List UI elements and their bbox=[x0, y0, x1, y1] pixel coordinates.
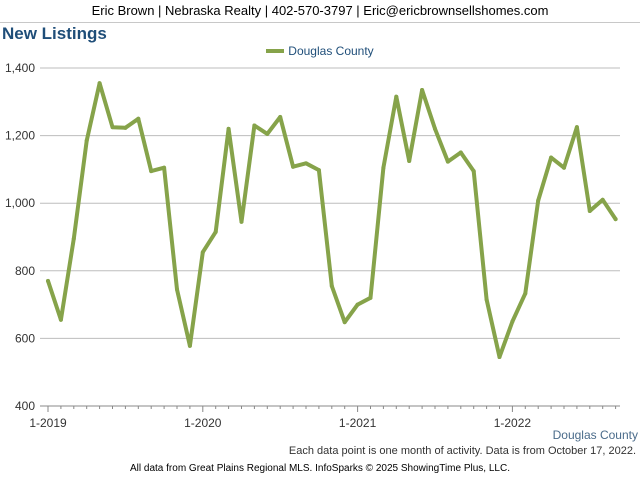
data-point bbox=[265, 131, 270, 136]
data-point bbox=[381, 165, 386, 170]
data-point bbox=[536, 198, 541, 203]
x-tick-label: 1-2020 bbox=[184, 416, 222, 430]
data-point bbox=[316, 168, 321, 173]
data-point bbox=[84, 138, 89, 143]
data-point bbox=[304, 161, 308, 166]
data-point bbox=[420, 87, 425, 92]
y-tick-label: 800 bbox=[15, 264, 35, 278]
y-tick-label: 1,200 bbox=[5, 129, 35, 143]
source-footer: All data from Great Plains Regional MLS.… bbox=[130, 463, 510, 474]
data-note: Each data point is one month of activity… bbox=[288, 445, 636, 457]
data-point bbox=[433, 126, 437, 131]
data-point bbox=[497, 354, 502, 359]
data-point bbox=[187, 343, 192, 348]
data-point bbox=[46, 278, 50, 283]
data-point bbox=[342, 320, 347, 325]
contact-header: Eric Brown | Nebraska Realty | 402-570-3… bbox=[0, 0, 640, 23]
data-point bbox=[600, 197, 605, 202]
data-point bbox=[562, 165, 566, 170]
data-point bbox=[149, 169, 154, 174]
data-point bbox=[252, 123, 257, 128]
y-tick-label: 1,000 bbox=[5, 196, 35, 210]
x-tick-label: 1-2022 bbox=[494, 416, 532, 430]
data-point bbox=[175, 287, 179, 292]
chart-title: New Listings bbox=[2, 24, 107, 43]
data-point bbox=[329, 284, 334, 289]
chart-legend: Douglas County bbox=[0, 44, 640, 58]
data-point bbox=[471, 169, 476, 174]
series-line-douglas-county bbox=[46, 81, 618, 359]
data-point bbox=[291, 164, 296, 169]
data-point bbox=[58, 317, 63, 322]
data-point bbox=[226, 126, 231, 131]
data-point bbox=[445, 159, 450, 164]
data-point bbox=[71, 236, 76, 241]
data-point bbox=[484, 297, 489, 302]
y-tick-label: 1,400 bbox=[5, 61, 35, 75]
legend-swatch bbox=[266, 48, 285, 53]
y-tick-label: 600 bbox=[15, 331, 35, 345]
data-point bbox=[239, 219, 244, 224]
x-tick-label: 1-2019 bbox=[29, 416, 67, 430]
data-point bbox=[394, 94, 399, 99]
data-point bbox=[200, 250, 205, 255]
data-point bbox=[110, 125, 115, 130]
data-point bbox=[407, 158, 412, 163]
data-point bbox=[458, 150, 463, 155]
data-point bbox=[278, 115, 283, 120]
data-point bbox=[510, 319, 515, 324]
data-point bbox=[587, 208, 592, 213]
data-point bbox=[355, 302, 360, 307]
x-tick-label: 1-2021 bbox=[339, 416, 377, 430]
data-point bbox=[162, 165, 167, 170]
legend-label[interactable]: Douglas County bbox=[288, 44, 374, 58]
contact-text: Eric Brown | Nebraska Realty | 402-570-3… bbox=[91, 3, 549, 18]
data-point bbox=[97, 81, 102, 86]
data-point bbox=[136, 116, 141, 121]
data-point bbox=[523, 291, 528, 296]
data-point bbox=[213, 229, 218, 234]
y-tick-label: 400 bbox=[15, 399, 35, 413]
data-point bbox=[123, 125, 128, 130]
data-point bbox=[613, 217, 618, 222]
data-point bbox=[549, 155, 554, 160]
data-point bbox=[574, 125, 579, 130]
data-point bbox=[368, 295, 373, 300]
county-label: Douglas County bbox=[552, 428, 638, 442]
